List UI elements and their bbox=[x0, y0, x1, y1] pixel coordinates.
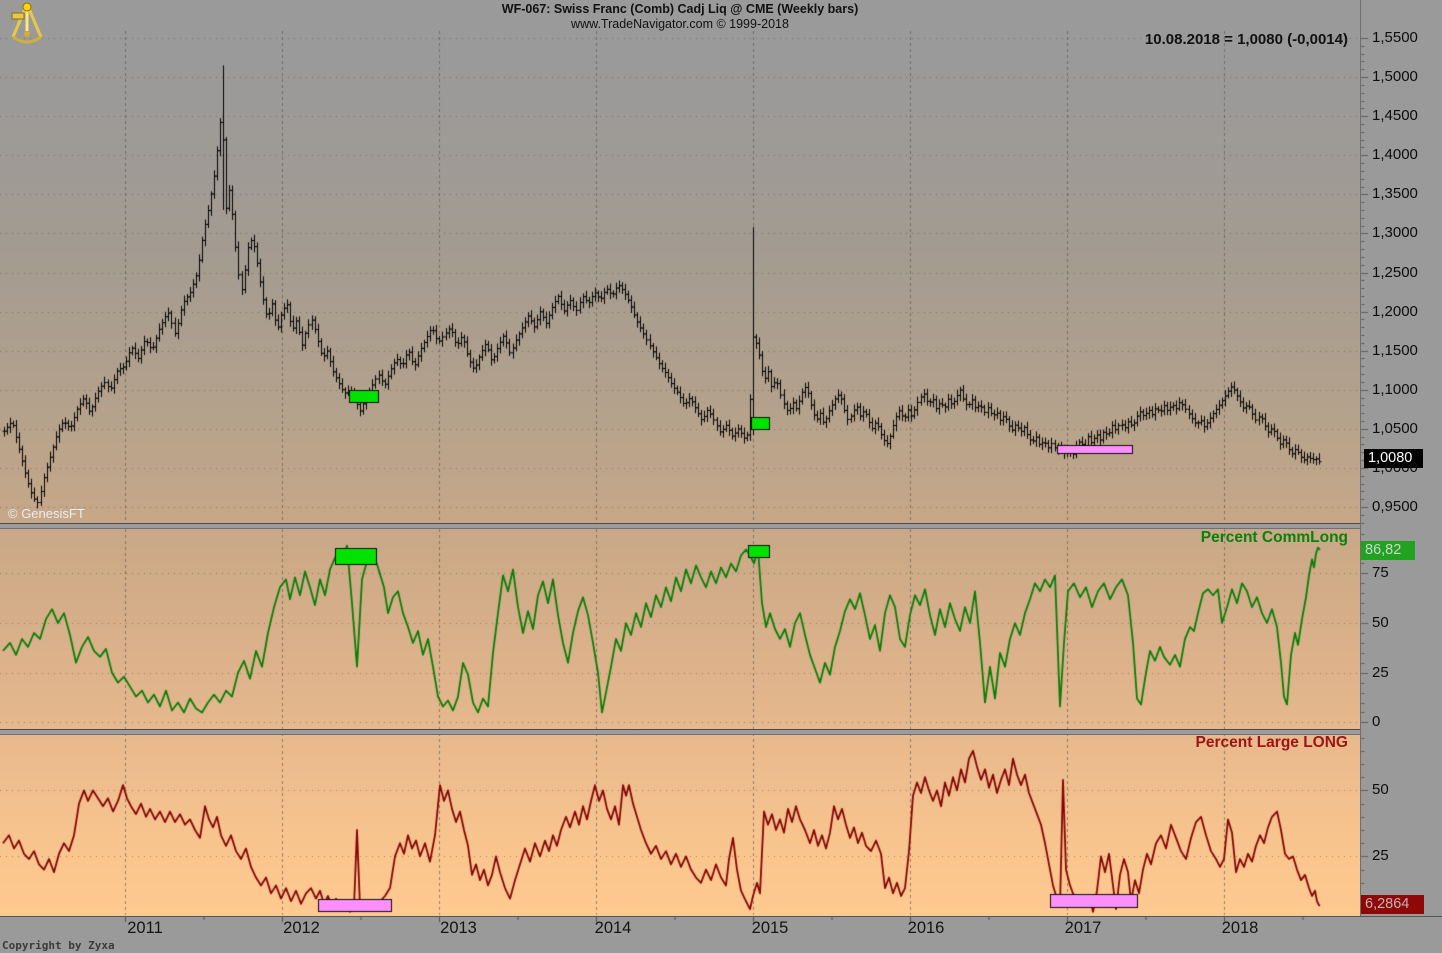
commlong-panel-title: Percent CommLong bbox=[1200, 529, 1348, 546]
year-axis-label: 2011 bbox=[127, 919, 163, 937]
price-axis-label: 1,2500 bbox=[1372, 263, 1418, 281]
price-axis-label: 0,9500 bbox=[1372, 498, 1418, 515]
panel-separator[interactable] bbox=[0, 729, 1360, 735]
genesisft-watermark: © GenesisFT bbox=[8, 506, 85, 521]
price-axis-label: 1,1000 bbox=[1372, 380, 1418, 398]
price-axis-label: 1,1500 bbox=[1372, 341, 1418, 359]
commlong-value-badge: 86,82 bbox=[1361, 541, 1415, 560]
price-axis-label: 1,4000 bbox=[1372, 146, 1418, 164]
price-axis-label: 1,2000 bbox=[1372, 302, 1418, 320]
price-axis-label: 1,5500 bbox=[1372, 29, 1418, 46]
largelong-axis-label: 25 bbox=[1372, 847, 1389, 865]
year-axis-label: 2018 bbox=[1221, 919, 1259, 937]
year-axis-label: 2016 bbox=[907, 919, 945, 937]
commlong-axis-label: 0 bbox=[1372, 713, 1381, 731]
year-axis-label: 2012 bbox=[283, 919, 320, 937]
cursor-date-price-readout: 10.08.2018 = 1,0080 (-0,0014) bbox=[1144, 31, 1348, 48]
year-axis-label: 2017 bbox=[1064, 919, 1102, 937]
chart-title: WF-067: Swiss Franc (Comb) Cadj Liq @ CM… bbox=[501, 2, 859, 16]
price-axis-label: 1,3500 bbox=[1372, 185, 1418, 203]
last-price-badge: 1,0080 bbox=[1364, 449, 1423, 468]
largelong-axis-label: 50 bbox=[1372, 781, 1389, 799]
commlong-axis-label: 75 bbox=[1372, 564, 1389, 582]
price-axis-label: 1,3000 bbox=[1372, 224, 1418, 242]
largelong-panel-title: Percent Large LONG bbox=[1195, 734, 1348, 751]
year-axis-label: 2015 bbox=[751, 919, 789, 937]
copyright-note: Copyright by Zyxa bbox=[2, 939, 115, 952]
price-axis-label: 1,0500 bbox=[1372, 419, 1418, 437]
panel-separator[interactable] bbox=[0, 523, 1360, 529]
price-axis-label: 1,0000 bbox=[1372, 458, 1418, 476]
genesis-sextant-logo-icon bbox=[11, 2, 43, 44]
commlong-axis-label: 50 bbox=[1372, 614, 1389, 632]
year-axis-label: 2014 bbox=[594, 919, 632, 937]
commlong-axis-label: 25 bbox=[1372, 663, 1389, 681]
price-axis-label: 1,5000 bbox=[1372, 68, 1418, 86]
largelong-value-badge: 6,2864 bbox=[1361, 895, 1424, 914]
price-axis-label: 1,4500 bbox=[1372, 107, 1418, 125]
year-axis-label: 2013 bbox=[440, 919, 477, 937]
chart-subtitle: www.TradeNavigator.com © 1999-2018 bbox=[571, 17, 789, 31]
